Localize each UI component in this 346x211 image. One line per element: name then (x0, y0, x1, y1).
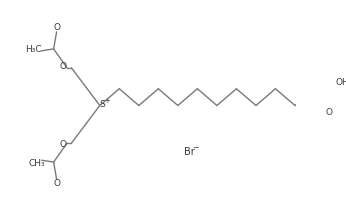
Text: H₃C: H₃C (25, 45, 42, 54)
Text: +: + (104, 98, 110, 104)
Text: O: O (60, 62, 67, 72)
Text: −: − (192, 143, 199, 152)
Text: O: O (326, 108, 333, 117)
Text: O: O (53, 23, 60, 32)
Text: O: O (60, 139, 67, 149)
Text: O: O (53, 179, 60, 188)
Text: CH₃: CH₃ (29, 160, 45, 168)
Text: S: S (99, 100, 105, 109)
Text: OH: OH (336, 77, 346, 87)
Text: Br: Br (184, 147, 195, 157)
